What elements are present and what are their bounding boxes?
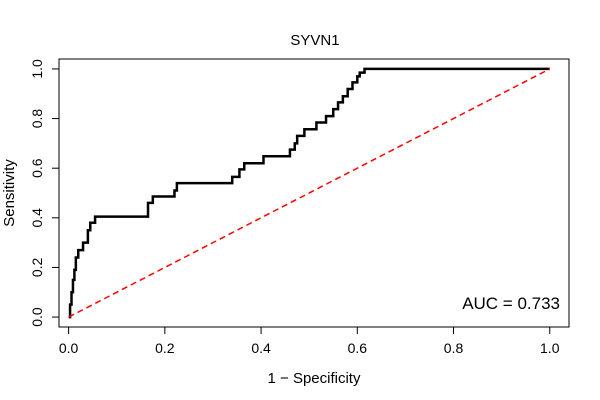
x-tick-label: 0.8 bbox=[444, 340, 464, 356]
series-layer bbox=[68, 67, 551, 319]
y-tick-label: 0.6 bbox=[29, 158, 45, 178]
plot-frame bbox=[58, 58, 570, 328]
reference-line bbox=[68, 68, 551, 318]
x-axis: 0.0 0.2 0.4 0.6 0.8 1.0 bbox=[59, 326, 560, 356]
y-axis: 0.0 0.2 0.4 0.6 0.8 1.0 bbox=[29, 59, 60, 327]
chart-title: SYVN1 bbox=[290, 32, 339, 49]
x-tick-label: 0.2 bbox=[155, 340, 175, 356]
x-tick-label: 0.4 bbox=[251, 340, 271, 356]
y-tick-label: 0.8 bbox=[29, 109, 45, 129]
y-tick-label: 1.0 bbox=[29, 59, 45, 79]
roc-curve bbox=[68, 67, 550, 319]
y-tick-label: 0.0 bbox=[29, 307, 45, 327]
x-axis-label: 1 − Specificity bbox=[268, 370, 361, 387]
x-tick-label: 1.0 bbox=[540, 340, 560, 356]
y-tick-label: 0.4 bbox=[29, 208, 45, 228]
auc-annotation: AUC = 0.733 bbox=[462, 294, 560, 313]
x-tick-label: 0.6 bbox=[348, 340, 368, 356]
x-tick-label: 0.0 bbox=[59, 340, 79, 356]
y-axis-label: Sensitivity bbox=[1, 159, 18, 227]
y-tick-label: 0.2 bbox=[29, 258, 45, 278]
